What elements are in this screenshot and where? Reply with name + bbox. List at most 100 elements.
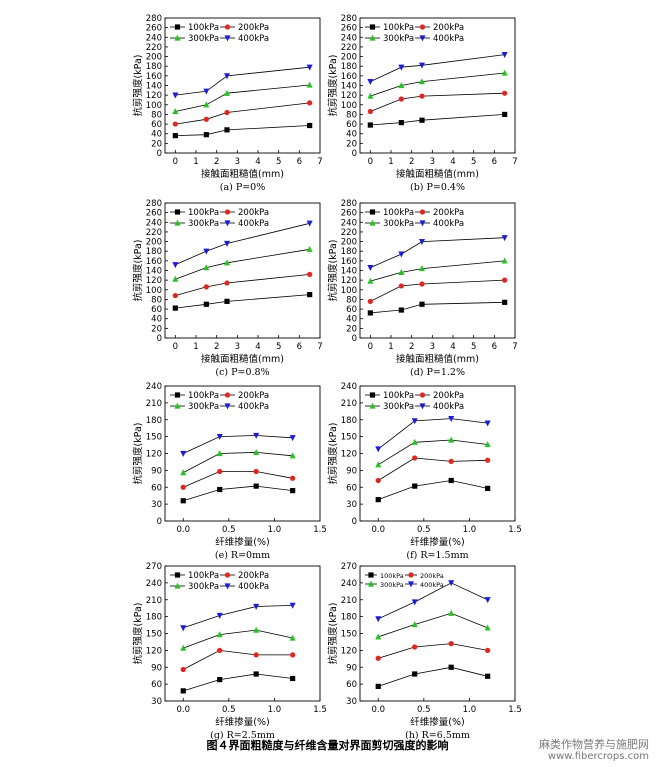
data-point	[398, 283, 404, 289]
y-tick-label: 0	[157, 334, 162, 344]
data-point	[398, 82, 405, 89]
legend: 100kPa 200kPa 300kPa 400kPa	[170, 391, 269, 412]
series-line	[175, 294, 310, 309]
legend-marker	[419, 220, 426, 227]
y-tick-label: 60	[346, 483, 357, 493]
y-axis-label: 抗剪强度(kPa)	[132, 239, 144, 301]
y-tick-label: 280	[146, 14, 162, 24]
series-100kPa	[172, 122, 313, 139]
legend-marker	[224, 24, 231, 30]
legend-marker	[224, 583, 231, 590]
legend-marker	[174, 34, 181, 41]
y-axis-label: 抗剪强度(kPa)	[327, 602, 339, 664]
x-tick-label: 1	[193, 342, 198, 352]
legend-label: 400kPa	[238, 402, 269, 412]
y-tick-label: 120	[146, 450, 162, 460]
chart-g: 30 60 90 120 150 180 210 240 270 0.0 0.5 1.0 1.5 纤维掺量…	[132, 562, 327, 741]
series-line	[378, 480, 488, 500]
legend-marker	[419, 392, 426, 398]
data-point	[306, 81, 313, 88]
series-200kPa	[180, 468, 296, 490]
series-line	[370, 279, 505, 302]
series-line	[183, 435, 293, 454]
y-tick-label: 210	[146, 399, 162, 409]
data-point	[419, 117, 425, 123]
y-tick-label: 150	[341, 433, 357, 443]
data-point	[419, 301, 425, 307]
legend-marker	[224, 403, 231, 410]
legend-marker	[174, 209, 181, 215]
data-point	[448, 641, 454, 647]
data-point	[253, 468, 259, 475]
x-tick-label: 0.5	[222, 525, 236, 535]
x-tick-label: 0	[173, 342, 178, 352]
legend-label: 400kPa	[238, 219, 269, 229]
data-point	[203, 301, 209, 307]
data-point	[398, 64, 405, 71]
legend-label: 100kPa	[383, 391, 414, 401]
series-100kPa	[180, 671, 296, 694]
y-tick-label: 220	[146, 228, 162, 238]
series-line	[175, 66, 310, 96]
x-tick-label: 6	[492, 157, 497, 167]
data-point	[172, 121, 178, 127]
data-point	[180, 469, 187, 476]
chart-d: 0204060801001201401601802002202402602800…	[327, 199, 518, 378]
data-point	[253, 671, 259, 677]
series-300kPa	[367, 69, 508, 99]
legend-label: 300kPa	[383, 34, 414, 44]
data-point	[375, 477, 381, 484]
data-point	[484, 597, 491, 604]
data-point	[484, 441, 491, 448]
y-tick-label: 240	[341, 218, 357, 228]
x-tick-label: 1	[388, 342, 393, 352]
series-200kPa	[367, 277, 508, 304]
subplot-caption: (c) P=0.8%	[215, 367, 269, 378]
legend-label: 200kPa	[420, 572, 444, 580]
x-axis-label: 接触面粗糙值(mm)	[201, 353, 284, 365]
x-tick-label: 1.5	[508, 525, 522, 535]
data-point	[203, 88, 210, 95]
y-tick-label: 280	[341, 199, 357, 209]
legend-label: 400kPa	[420, 581, 444, 589]
series-line	[370, 260, 505, 282]
data-point	[367, 79, 374, 86]
series-line	[183, 605, 293, 629]
x-tick-label: 1.5	[313, 525, 327, 535]
series-300kPa	[172, 81, 313, 115]
y-tick-label: 60	[151, 305, 162, 315]
y-tick-label: 280	[146, 199, 162, 209]
y-axis-label: 抗剪强度(kPa)	[132, 422, 144, 484]
legend-marker	[224, 572, 231, 578]
series-line	[378, 582, 488, 620]
y-tick-label: 80	[346, 295, 357, 305]
series-300kPa	[367, 257, 508, 284]
x-axis-label: 纤维掺量(%)	[410, 536, 464, 548]
legend-label: 100kPa	[188, 208, 219, 218]
legend-label: 300kPa	[188, 219, 219, 229]
legend: 100kPa 200kPa 300kPa 400kPa	[170, 208, 269, 229]
y-tick-label: 80	[151, 110, 162, 120]
series-line	[175, 125, 310, 136]
legend-label: 200kPa	[433, 23, 464, 33]
legend-marker	[174, 24, 181, 30]
y-tick-label: 240	[341, 33, 357, 43]
data-point	[216, 450, 223, 457]
x-tick-label: 5	[471, 342, 476, 352]
series-100kPa	[367, 111, 508, 128]
series-300kPa	[375, 436, 491, 468]
x-tick-label: 7	[512, 157, 517, 167]
series-200kPa	[375, 641, 491, 661]
legend-label: 100kPa	[380, 572, 404, 580]
legend-marker	[224, 220, 231, 227]
x-tick-label: 1.5	[313, 705, 327, 715]
y-tick-label: 140	[341, 82, 357, 92]
data-point	[398, 251, 405, 258]
data-point	[502, 277, 508, 283]
data-point	[485, 673, 491, 679]
series-100kPa	[172, 292, 313, 311]
x-axis-label: 纤维掺量(%)	[215, 716, 269, 728]
x-tick-label: 7	[317, 342, 322, 352]
legend-marker	[224, 35, 231, 42]
y-tick-label: 30	[346, 500, 357, 510]
